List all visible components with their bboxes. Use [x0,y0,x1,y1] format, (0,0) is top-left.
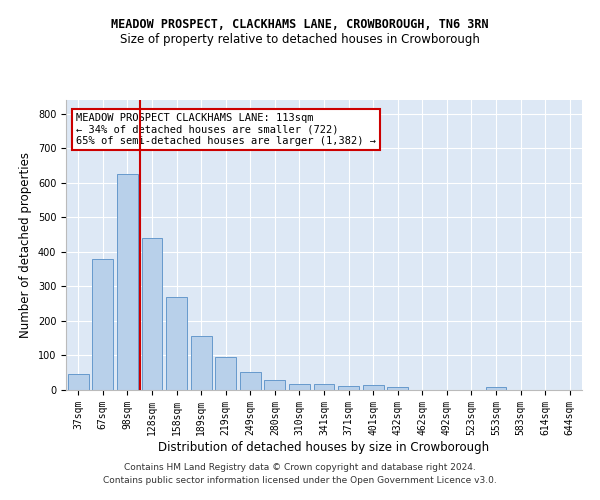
Bar [92,259,113,390]
Bar [240,372,261,390]
Text: Contains public sector information licensed under the Open Government Licence v3: Contains public sector information licen… [103,476,497,485]
X-axis label: Distribution of detached houses by size in Crowborough: Distribution of detached houses by size … [158,440,490,454]
Bar [215,356,236,390]
Bar [338,386,359,390]
Bar [485,387,506,390]
Text: MEADOW PROSPECT CLACKHAMS LANE: 113sqm
← 34% of detached houses are smaller (722: MEADOW PROSPECT CLACKHAMS LANE: 113sqm ←… [76,113,376,146]
Bar [289,384,310,390]
Y-axis label: Number of detached properties: Number of detached properties [19,152,32,338]
Bar [191,336,212,390]
Bar [68,374,89,390]
Text: MEADOW PROSPECT, CLACKHAMS LANE, CROWBOROUGH, TN6 3RN: MEADOW PROSPECT, CLACKHAMS LANE, CROWBOR… [111,18,489,30]
Bar [142,238,163,390]
Text: Contains HM Land Registry data © Crown copyright and database right 2024.: Contains HM Land Registry data © Crown c… [124,464,476,472]
Text: Size of property relative to detached houses in Crowborough: Size of property relative to detached ho… [120,32,480,46]
Bar [117,174,138,390]
Bar [387,387,408,390]
Bar [314,384,334,390]
Bar [362,385,383,390]
Bar [265,380,286,390]
Bar [166,297,187,390]
